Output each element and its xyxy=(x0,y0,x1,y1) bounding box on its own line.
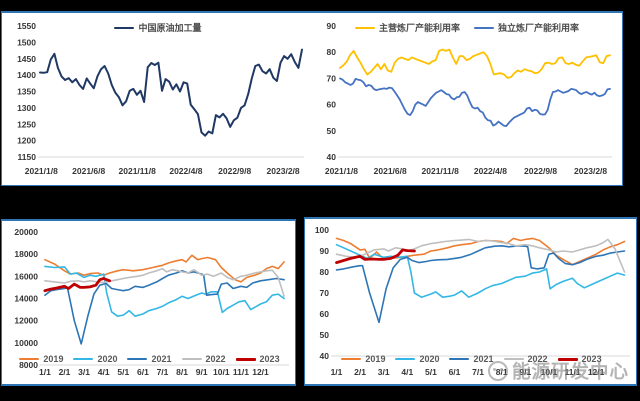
chart-crude-oil-processing: 1550 1500 1450 1400 1350 1300 1250 1200 1150 2021… xyxy=(4,15,312,183)
x-tick-label: 8/1 xyxy=(176,367,188,377)
x-tick-label: 2/1 xyxy=(59,367,71,377)
y-tick-label: 1450 xyxy=(17,54,36,64)
x-tick-label: 2021/1/8 xyxy=(325,166,358,176)
y-tick-label: 70 xyxy=(327,73,337,83)
y-tick-label: 1150 xyxy=(18,152,37,162)
x-tick-label: 4/1 xyxy=(401,367,413,377)
y-tick-label: 16000 xyxy=(14,271,38,281)
x-tick-label: 6/1 xyxy=(137,367,149,377)
series-2023 xyxy=(43,277,111,293)
series-2023 xyxy=(335,248,416,264)
series-2022 xyxy=(44,267,285,298)
x-tick-label: 12/1 xyxy=(588,367,605,377)
x-tick-label: 2021/11/8 xyxy=(422,166,460,176)
y-tick-label: 100 xyxy=(315,225,329,235)
chart-refinery-utilization: 90 80 70 60 50 40 2021/1/8 2021/6/8 2021/11/8 202… xyxy=(314,15,620,183)
y-tick-label: 1200 xyxy=(17,136,36,146)
x-tick-label: 9/1 xyxy=(196,367,208,377)
series-2020 xyxy=(44,265,285,317)
x-tick-label: 7/1 xyxy=(157,367,169,377)
y-tick-label: 90 xyxy=(320,246,330,256)
x-tick-label: 2022/9/8 xyxy=(218,166,251,176)
y-tick-label: 1250 xyxy=(17,119,36,129)
y-tick-label: 60 xyxy=(327,100,337,110)
y-tick-label: 1500 xyxy=(17,37,36,47)
y-tick-label: 50 xyxy=(327,126,337,136)
y-tick-label: 18000 xyxy=(14,249,38,259)
x-tick-label: 3/1 xyxy=(378,367,390,377)
x-tick-label: 3/1 xyxy=(78,367,90,377)
chart-seasonal-processing-volume: 20000 18000 16000 14000 12000 10000 8000 1/1 2/1… xyxy=(4,223,295,384)
x-tick-label: 1/1 xyxy=(39,367,51,377)
y-tick-label: 70 xyxy=(320,288,330,298)
series-2021 xyxy=(44,269,285,345)
plot-area: 90 80 70 60 50 40 2021/1/8 2021/6/8 2021/11/8 202… xyxy=(325,21,612,176)
x-tick-label: 4/1 xyxy=(98,367,110,377)
x-tick-label: 5/1 xyxy=(425,367,437,377)
y-tick-label: 50 xyxy=(320,330,330,340)
x-tick-label: 2021/11/8 xyxy=(119,166,157,176)
y-tick-label: 80 xyxy=(327,47,337,57)
x-tick-label: 2/1 xyxy=(354,367,366,377)
series-2022 xyxy=(335,238,626,273)
series-2021 xyxy=(335,244,626,324)
series-主营炼厂产能利用率 xyxy=(339,48,611,79)
watermark-text: 能源研发中心 xyxy=(512,361,630,382)
watermark: 能源研发中心 xyxy=(488,357,638,385)
y-tick-label: 1550 xyxy=(17,21,36,31)
bottom-left-panel: 20000 18000 16000 14000 12000 10000 8000 1/1 2/1… xyxy=(1,219,296,386)
x-tick-label: 2021/6/8 xyxy=(72,166,105,176)
series-中国原油加工量 xyxy=(39,48,303,137)
x-tick-label: 10/1 xyxy=(541,367,558,377)
x-tick-label: 10/1 xyxy=(213,367,230,377)
y-tick-label: 1350 xyxy=(17,87,36,97)
series-独立炼厂产能利用率 xyxy=(339,77,611,127)
y-tick-label: 40 xyxy=(327,152,337,162)
y-tick-label: 12000 xyxy=(14,316,38,326)
bottom-right-panel: 100 90 80 70 60 50 40 1/1 2/1 3/1 4/1 5/1 6/1 7/1 8/1 9… xyxy=(304,217,637,386)
y-tick-label: 14000 xyxy=(14,294,38,304)
x-tick-label: 2023/2/8 xyxy=(574,166,607,176)
y-tick-label: 8000 xyxy=(19,360,38,370)
x-tick-label: 11/1 xyxy=(233,367,249,377)
x-tick-label: 9/1 xyxy=(519,367,531,377)
y-tick-label: 80 xyxy=(320,267,330,277)
series-2019 xyxy=(44,254,285,283)
x-tick-label: 5/1 xyxy=(117,367,129,377)
x-tick-label: 2023/2/8 xyxy=(267,166,300,176)
x-tick-label: 2022/4/8 xyxy=(474,166,507,176)
x-tick-label: 2022/9/8 xyxy=(524,166,557,176)
x-tick-label: 2021/6/8 xyxy=(374,166,407,176)
x-tick-label: 2021/1/8 xyxy=(25,166,58,176)
y-tick-label: 1400 xyxy=(17,70,36,80)
y-tick-label: 1300 xyxy=(17,103,36,113)
x-tick-label: 1/1 xyxy=(331,367,343,377)
x-tick-label: 7/1 xyxy=(472,367,484,377)
y-tick-label: 20000 xyxy=(14,227,38,237)
watermark-logo-icon xyxy=(488,361,508,381)
x-tick-label: 6/1 xyxy=(449,367,461,377)
y-tick-label: 40 xyxy=(320,351,330,361)
top-charts-panel: 1550 1500 1450 1400 1350 1300 1250 1200 1150 2021… xyxy=(1,11,623,186)
x-tick-label: 12/1 xyxy=(252,367,269,377)
series-2020 xyxy=(335,243,626,298)
y-tick-label: 90 xyxy=(327,21,337,31)
plot-area: 1550 1500 1450 1400 1350 1300 1250 1200 1150 2021… xyxy=(17,21,304,176)
x-tick-label: 2022/4/8 xyxy=(169,166,202,176)
y-tick-label: 60 xyxy=(320,309,330,319)
y-tick-label: 10000 xyxy=(14,338,38,348)
x-tick-label: 11/1 xyxy=(564,367,580,377)
